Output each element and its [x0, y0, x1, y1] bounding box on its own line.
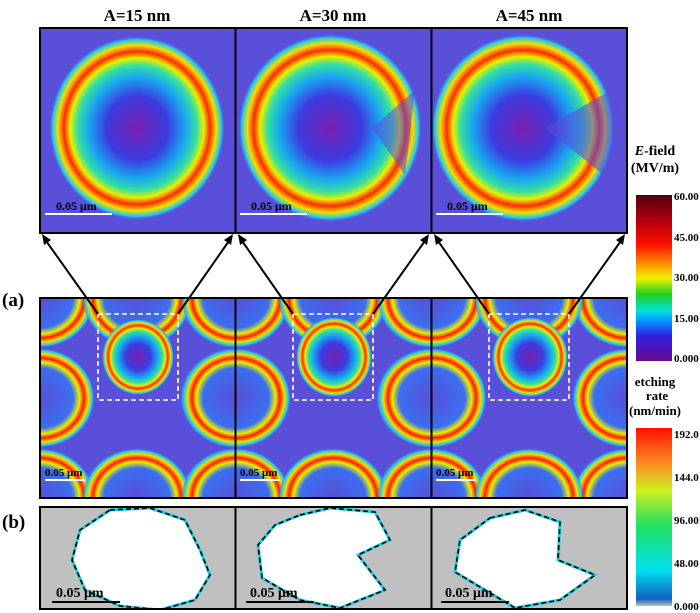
- field-ring: [82, 448, 192, 498]
- field-ring: [572, 348, 627, 448]
- field-ring: [278, 448, 388, 498]
- zoom-panel-a30: [236, 28, 431, 233]
- scale-bar-top-a30: 0.05 μm: [251, 199, 292, 213]
- etch-rate-colorbar: etching rate (nm/min) 192.0 144.0 96.00 …: [629, 374, 699, 613]
- field-ring: [474, 448, 584, 498]
- scale-bar-b-a45: 0.05 μm: [445, 586, 493, 601]
- efield-tick: 15.00: [674, 313, 699, 325]
- etch-tick: 0.000: [674, 601, 699, 613]
- efield-unit: (MV/m): [631, 161, 680, 176]
- etch-unit: (nm/min): [629, 403, 681, 418]
- field-ring: [572, 448, 627, 498]
- row-label-b: (b): [2, 512, 25, 533]
- scale-bar-a-a45: 0.05 μm: [436, 467, 473, 479]
- efield-tick: 45.00: [674, 232, 699, 244]
- etch-tick: 192.0: [674, 429, 699, 441]
- etch-title-2: rate: [646, 388, 669, 403]
- etch-tick: 144.0: [674, 472, 699, 484]
- field-array-panels: 0.05 μm 0.05 μm 0.05 μm: [39, 297, 628, 499]
- column-label-a30: A=30 nm: [300, 6, 367, 25]
- field-ring: [40, 298, 95, 348]
- efield-tick: 30.00: [674, 272, 699, 284]
- field-ring: [40, 448, 95, 498]
- zoom-panel-a45: [431, 28, 627, 233]
- field-ring: [40, 348, 95, 448]
- efield-title-italic: E: [634, 144, 644, 159]
- scale-bar-b-a30: 0.05 μm: [250, 586, 298, 601]
- scale-bar-a-a30: 0.05 μm: [240, 467, 277, 479]
- svg-text:E-field: E-field: [634, 144, 676, 159]
- zoom-arrows: [43, 237, 624, 315]
- etch-tick: 96.00: [674, 515, 699, 527]
- efield-title: -field: [644, 144, 675, 159]
- scale-bar-a-a15: 0.05 μm: [45, 467, 82, 479]
- efield-tick: 0.000: [674, 353, 699, 365]
- etch-tick: 48.00: [674, 558, 699, 570]
- zoom-panel-a15: [40, 28, 235, 233]
- efield-colorbar: E-field (MV/m) 60.00 45.00 30.00 15.00 0…: [631, 144, 699, 365]
- etch-title-1: etching: [635, 374, 676, 389]
- column-label-a45: A=45 nm: [496, 6, 563, 25]
- field-ring: [572, 298, 627, 348]
- column-label-a15: A=15 nm: [104, 6, 171, 25]
- scale-bar-b-a15: 0.05 μm: [56, 586, 104, 601]
- scale-bar-top-a45: 0.05 μm: [447, 199, 488, 213]
- center-ring: [296, 317, 372, 397]
- scale-bar-top-a15: 0.05 μm: [56, 199, 97, 213]
- center-ring: [102, 319, 174, 395]
- row-label-a: (a): [2, 290, 24, 311]
- efield-tick: 60.00: [674, 191, 699, 203]
- center-ring: [492, 317, 568, 397]
